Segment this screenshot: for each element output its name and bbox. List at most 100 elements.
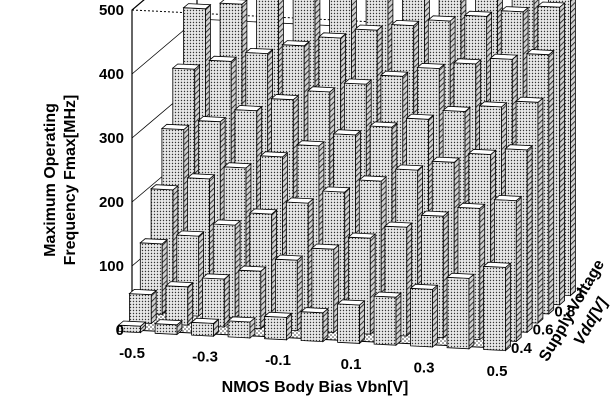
bar-top [186, 173, 216, 180]
bar-top [431, 156, 461, 163]
bar-top [515, 96, 544, 103]
bar-side [505, 262, 511, 352]
bar-side [187, 281, 194, 327]
bar-top [219, 0, 248, 5]
bar-side [359, 300, 365, 345]
bar-side [548, 49, 555, 315]
bar [337, 303, 360, 344]
bar-top [223, 162, 252, 169]
bar-top [233, 105, 263, 112]
bar-side [150, 289, 157, 325]
bar-top [452, 58, 482, 65]
y-tick-label: 0.6 [533, 322, 554, 339]
bar-top [354, 24, 384, 31]
x-axis-label: NMOS Body Bias Vbn[V] [222, 379, 409, 396]
bar [300, 311, 324, 343]
x-tick-label: -0.3 [192, 349, 218, 366]
bar-top [171, 63, 201, 70]
bar-top [500, 6, 530, 13]
bar-top [154, 319, 183, 326]
bar-side [468, 273, 475, 350]
bar-top [536, 1, 566, 8]
bar-top [409, 283, 439, 290]
bar-top [197, 116, 227, 123]
bar-top [390, 19, 420, 27]
bar-top [336, 299, 366, 306]
bar-top [190, 317, 220, 324]
bar-side [515, 195, 522, 343]
bar-top [383, 221, 413, 228]
bar-top [237, 265, 267, 272]
bar-top [128, 288, 158, 296]
bar [446, 276, 470, 350]
bar-top [248, 208, 278, 215]
bar-top [201, 273, 231, 280]
bar-top [405, 113, 435, 120]
bar-top [317, 32, 347, 39]
bar-top [427, 15, 457, 22]
x-tick-label: -0.1 [265, 352, 291, 369]
bar-side [570, 0, 576, 297]
bar-top [300, 307, 329, 314]
bar-top [504, 144, 534, 151]
bar-side [223, 274, 230, 328]
bar-top [467, 148, 497, 155]
bar [191, 321, 214, 337]
bar-top [416, 62, 446, 69]
bar-top [442, 105, 471, 112]
z-tick-label: 0 [116, 322, 124, 339]
x-tick-label: 0.3 [414, 359, 435, 376]
z-axis-label-line: Maximum Operating [42, 103, 59, 257]
tick-labels: 0 100 200 300 400 500 -0.5 -0.3 -0.1 0.1 0.3 0.50.4… [99, 2, 584, 380]
bar-side [395, 292, 402, 347]
bar-top [150, 184, 179, 191]
bar-top [164, 281, 194, 288]
bar-side [559, 2, 565, 306]
bar-top [227, 316, 256, 323]
bar-top [259, 151, 289, 158]
bar [165, 285, 189, 326]
z-tick-label: 300 [99, 130, 124, 147]
bar [483, 265, 506, 352]
bar-top [482, 261, 512, 268]
x-tick-label: 0.5 [487, 363, 508, 380]
bar-top [420, 210, 450, 217]
bar [410, 287, 433, 348]
bar-side [537, 97, 544, 324]
bar-top [175, 230, 205, 237]
bar-top [244, 47, 274, 55]
bar-top [321, 186, 351, 193]
bar-top [160, 123, 190, 130]
bar-top [212, 219, 242, 226]
y-tick-label: 0.8 [554, 303, 575, 320]
bar [227, 320, 251, 339]
bar [264, 315, 287, 341]
x-tick-label: -0.5 [119, 345, 145, 362]
bar-top [263, 311, 293, 318]
y-tick-label: 0.4 [511, 340, 533, 357]
bar-top [358, 175, 388, 182]
x-tick-label: 0.1 [341, 356, 362, 373]
bar-top [373, 291, 402, 298]
bar-top [456, 202, 486, 209]
z-axis-label: Maximum Operating Frequency Fmax[MHz] [42, 95, 79, 266]
bar-top [296, 140, 325, 147]
bar-top [394, 164, 424, 171]
bar-top [446, 272, 475, 279]
bar-top [182, 3, 212, 10]
z-axis-label-line: Frequency Fmax[MHz] [62, 95, 79, 266]
bar-side [526, 144, 533, 334]
bar-top [332, 129, 362, 136]
bar-top [347, 232, 377, 239]
y-tick-label: 1 [576, 285, 584, 302]
bar-side [322, 307, 329, 343]
bar-top [343, 78, 373, 85]
bar-top [478, 101, 508, 108]
bar-top [270, 94, 300, 101]
bar-top [285, 197, 315, 204]
bar [154, 323, 178, 335]
bar-side [432, 284, 438, 348]
bar-top [139, 238, 169, 245]
bar-top [208, 55, 238, 62]
